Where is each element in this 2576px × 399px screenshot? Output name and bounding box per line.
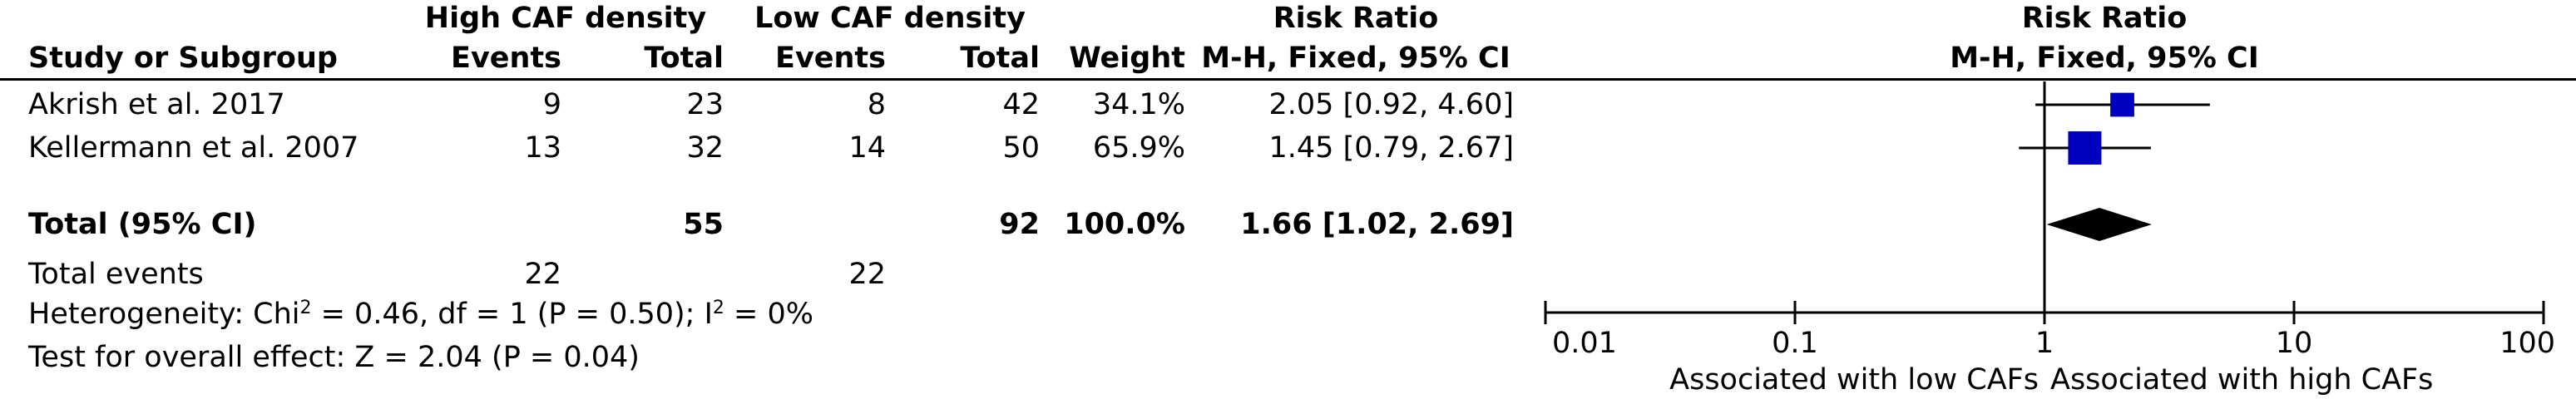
header-events2: Events	[775, 42, 886, 75]
header-method-table: M-H, Fixed, 95% CI	[1201, 42, 1510, 75]
total-weight: 100.0%	[1064, 208, 1185, 241]
study-total1: 23	[686, 88, 724, 121]
header-total1: Total	[644, 42, 724, 75]
heterogeneity-pre: Heterogeneity: Chi	[28, 298, 300, 331]
heterogeneity-mid: = 0.46, df = 1 (P = 0.50); I	[311, 298, 713, 331]
total-total2: 92	[999, 208, 1040, 241]
total-label: Total (95% CI)	[28, 208, 257, 241]
right-direction-label: Associated with high CAFs	[2050, 363, 2433, 397]
total-ci: 1.66 [1.02, 2.69]	[1240, 208, 1514, 241]
x-tick-label: 10	[2276, 327, 2313, 360]
study-weight: 65.9%	[1092, 131, 1185, 165]
header-method-plot: M-H, Fixed, 95% CI	[1950, 42, 2259, 75]
study-name: Kellermann et al. 2007	[28, 131, 359, 165]
study-events1: 13	[524, 131, 561, 165]
header-events1: Events	[451, 42, 561, 75]
header-risk-ratio-plot: Risk Ratio	[2021, 2, 2188, 35]
heterogeneity-text: Heterogeneity: Chi2 = 0.46, df = 1 (P = …	[28, 298, 813, 331]
study-weight: 34.1%	[1092, 88, 1185, 121]
x-tick-label: 0.1	[1772, 327, 1818, 360]
overall-effect-text: Test for overall effect: Z = 2.04 (P = 0…	[28, 341, 640, 374]
header-total2: Total	[960, 42, 1040, 75]
total-total1: 55	[683, 208, 724, 241]
header-group2: Low CAF density	[754, 2, 1026, 35]
study-name: Akrish et al. 2017	[28, 88, 285, 121]
total-events1: 22	[524, 258, 561, 291]
left-direction-label: Associated with low CAFs	[1669, 363, 2039, 397]
heterogeneity-sup2: 2	[712, 298, 724, 318]
heterogeneity-sup1: 2	[299, 298, 312, 318]
heterogeneity-post: = 0%	[724, 298, 814, 331]
pooled-diamond	[2046, 208, 2152, 241]
header-risk-ratio-table: Risk Ratio	[1273, 2, 1439, 35]
header-study-column: Study or Subgroup	[28, 42, 338, 75]
study-point-marker	[2110, 92, 2134, 117]
header-rule	[0, 78, 2576, 81]
study-events1: 9	[542, 88, 561, 121]
header-group1: High CAF density	[424, 2, 707, 35]
study-events2: 14	[848, 131, 886, 165]
x-tick-label: 1	[2035, 327, 2054, 360]
study-total2: 42	[1002, 88, 1040, 121]
study-total2: 50	[1002, 131, 1040, 165]
study-events2: 8	[867, 88, 886, 121]
study-total1: 32	[686, 131, 724, 165]
header-weight: Weight	[1069, 42, 1185, 75]
x-tick-label: 0.01	[1552, 327, 1617, 360]
total-events2: 22	[848, 258, 886, 291]
study-point-marker	[2068, 131, 2102, 165]
study-ci: 1.45 [0.79, 2.67]	[1268, 131, 1514, 165]
total-events-label: Total events	[28, 258, 204, 291]
study-ci: 2.05 [0.92, 4.60]	[1268, 88, 1514, 121]
x-tick-label: 100	[2499, 327, 2555, 360]
